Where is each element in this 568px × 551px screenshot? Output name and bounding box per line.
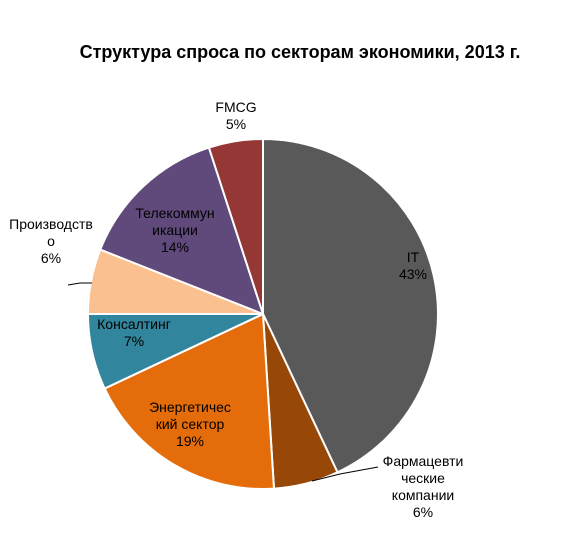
slice-label: Телекоммун икации 14% xyxy=(135,205,214,255)
leader-line xyxy=(67,282,92,286)
slice-label-line: FMCG xyxy=(215,99,256,115)
pie-slice xyxy=(207,137,264,315)
pie-slice xyxy=(262,137,439,474)
slice-label-line: Консалтинг xyxy=(97,316,171,332)
slice-label-line: IT xyxy=(407,249,420,265)
slice-label: Консалтинг 7% xyxy=(97,316,171,349)
slice-label: Энергетичес кий сектор 19% xyxy=(149,399,231,449)
slice-label: Производств о 6% xyxy=(9,216,93,266)
slice-label: Фармацевти ческие компании 6% xyxy=(383,453,464,520)
slice-label: IT 43% xyxy=(399,249,427,282)
slice-labels: IT 43%Фармацевти ческие компании 6%Энергетич… xyxy=(9,99,463,520)
leader-line xyxy=(311,466,379,482)
slice-label-line: ческие xyxy=(401,470,445,486)
slice-label-line: Энергетичес xyxy=(149,399,231,415)
slice-label-line: 7% xyxy=(124,333,144,349)
slice-label-line: 6% xyxy=(413,504,433,520)
slice-label-line: Телекоммун xyxy=(135,205,214,221)
leader-lines xyxy=(67,282,379,482)
slice-label-line: 19% xyxy=(176,433,204,449)
slice-label-line: о xyxy=(47,233,55,249)
slice-label-line: 6% xyxy=(41,250,61,266)
slice-label-line: кий сектор xyxy=(156,416,225,432)
slice-label-line: Производств xyxy=(9,216,93,232)
pie-slice xyxy=(103,312,276,490)
slice-label: FMCG 5% xyxy=(215,99,256,132)
slice-label-line: Фармацевти xyxy=(383,453,464,469)
slice-label-line: 14% xyxy=(161,239,189,255)
slice-label-line: 43% xyxy=(399,266,427,282)
slice-label-line: компании xyxy=(392,487,454,503)
slice-label-line: 5% xyxy=(226,116,246,132)
pie-slices xyxy=(86,137,439,490)
chart-title: Структура спроса по секторам экономики, … xyxy=(79,42,521,62)
slice-label-line: икации xyxy=(152,222,198,238)
